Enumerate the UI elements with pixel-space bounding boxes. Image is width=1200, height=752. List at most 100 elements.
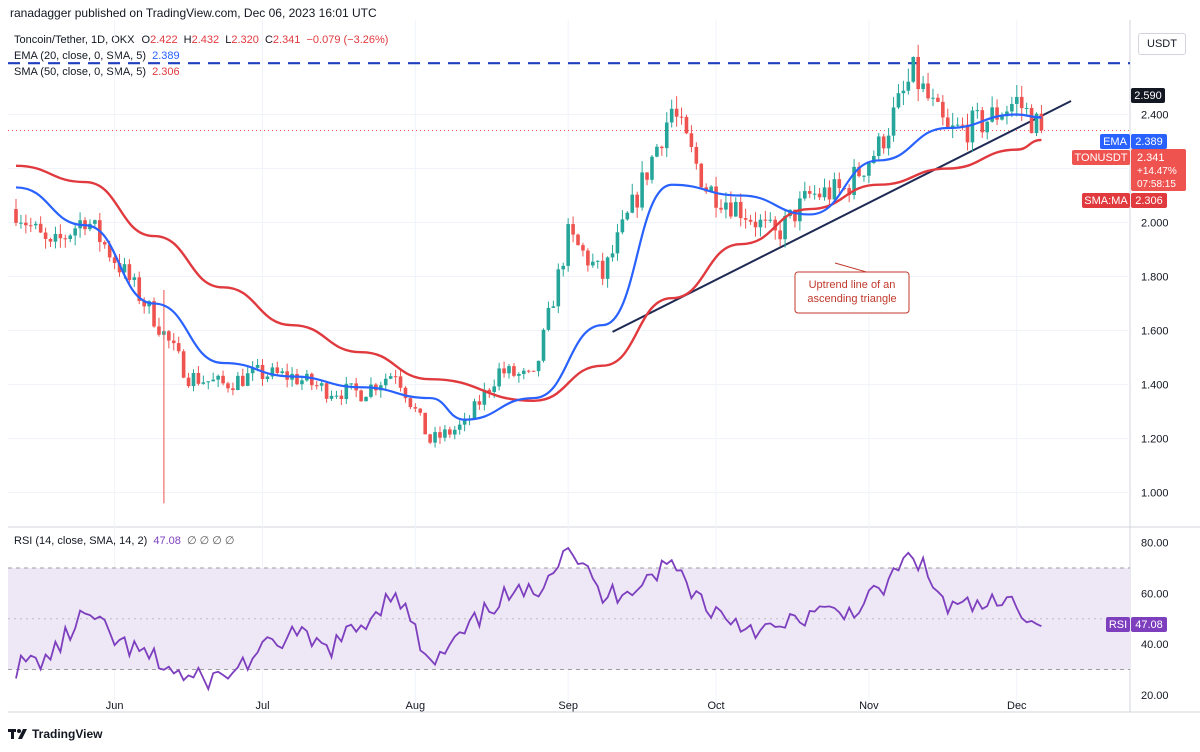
candle-body <box>408 398 413 408</box>
candle-body <box>655 146 659 157</box>
candle-body <box>275 367 280 373</box>
candle-body <box>546 307 551 330</box>
candle-body <box>832 179 837 200</box>
candle-body <box>872 156 876 164</box>
candle-body <box>995 107 999 120</box>
candle-body <box>674 108 679 117</box>
candle-body <box>443 429 447 438</box>
candle-body <box>620 219 625 233</box>
candle-body <box>822 187 827 198</box>
candle-body <box>418 408 423 413</box>
candle-body <box>398 376 403 388</box>
candle-body <box>778 230 782 240</box>
candle-body <box>689 133 694 147</box>
candle-body <box>191 372 196 387</box>
candle-body <box>571 224 575 235</box>
candle-body <box>334 395 339 397</box>
candle-body <box>975 110 980 112</box>
candle-body <box>423 412 427 435</box>
footer-brand[interactable]: TradingView <box>8 727 102 741</box>
candle-body <box>837 179 842 189</box>
candle-body <box>73 228 77 236</box>
badge-resistance: 2.590 <box>1131 88 1165 103</box>
candle-body <box>48 238 53 242</box>
candle-body <box>595 260 600 262</box>
candle-body <box>137 277 142 301</box>
candle-body <box>14 209 18 223</box>
candle-body <box>852 166 856 196</box>
badge-ema: EMA 2.389 <box>1100 134 1167 149</box>
price-tick-label: 1.600 <box>1141 326 1169 338</box>
candle-body <box>403 387 408 399</box>
price-tick-label: 1.800 <box>1141 272 1169 284</box>
candle-body <box>748 219 753 222</box>
candle-body <box>502 368 506 374</box>
candle-body <box>536 360 541 372</box>
currency-selector[interactable]: USDT <box>1138 33 1186 55</box>
publish-header: ranadagger published on TradingView.com,… <box>10 6 377 20</box>
candle-body <box>186 377 191 387</box>
candle-body <box>625 212 630 220</box>
high-value: 2.432 <box>191 34 220 46</box>
candle-body <box>615 232 620 254</box>
ema-legend-row: EMA (20, close, 0, SMA, 5) 2.389 <box>14 48 388 64</box>
candle-body <box>709 186 713 192</box>
time-tick-label: Jul <box>255 700 269 712</box>
candle-body <box>669 108 674 123</box>
candle-body <box>487 389 492 393</box>
candle-body <box>226 383 230 389</box>
price-tick-label: 2.400 <box>1141 110 1169 122</box>
low-label: L <box>225 34 232 46</box>
candle-body <box>743 218 748 220</box>
annotation-callout: Uptrend line of an ascending triangle <box>794 262 910 314</box>
candle-body <box>955 124 960 126</box>
svg-text:SMA:MA: SMA:MA <box>1084 195 1128 207</box>
candle-body <box>763 219 768 221</box>
candle-body <box>561 265 566 270</box>
candle-body <box>43 232 48 239</box>
candle-body <box>245 373 250 386</box>
candle-body <box>221 375 225 384</box>
candle-body <box>112 257 117 264</box>
rsi-legend-placeholders: ∅ ∅ ∅ ∅ <box>186 535 235 547</box>
candle-body <box>551 306 556 308</box>
close-label: C <box>264 34 273 46</box>
candle-body <box>679 116 684 118</box>
time-tick-label: Jun <box>106 700 124 712</box>
svg-text:2.389: 2.389 <box>1135 136 1163 148</box>
ohlc-row: Toncoin/Tether, 1D, OKX O2.422 H2.432 L2… <box>14 32 388 48</box>
candle-body <box>28 225 33 227</box>
candle-body <box>517 373 521 376</box>
candle-body <box>1029 107 1034 134</box>
candle-body <box>63 238 68 240</box>
svg-text:2.306: 2.306 <box>1135 195 1163 207</box>
candle-body <box>941 101 945 118</box>
candle-body <box>729 202 733 217</box>
low-value: 2.320 <box>231 34 259 46</box>
candle-body <box>58 233 63 239</box>
candle-body <box>497 368 501 387</box>
candle-body <box>324 383 329 399</box>
candle-body <box>990 107 994 122</box>
candle-body <box>196 372 201 384</box>
candle-body <box>142 300 146 307</box>
candle-body <box>936 97 940 102</box>
candle-body <box>970 110 975 143</box>
svg-text:RSI: RSI <box>1109 619 1127 631</box>
candle-body <box>1034 113 1039 134</box>
candle-body <box>645 172 649 180</box>
price-tick-label: 1.400 <box>1141 380 1169 392</box>
candle-body <box>102 242 107 245</box>
candle-body <box>901 90 906 94</box>
candle-body <box>152 301 156 327</box>
candle-body <box>733 201 738 217</box>
candle-body <box>438 432 442 438</box>
change-value: −0.079 (−3.26%) <box>306 34 389 46</box>
rsi-pane <box>8 546 1130 692</box>
candle-body <box>803 191 807 199</box>
candle-body <box>157 326 161 335</box>
badge-sma: SMA:MA 2.306 <box>1082 193 1167 208</box>
sma-legend-label: SMA (50, close, 0, SMA, 5) <box>14 66 147 78</box>
candle-body <box>926 83 930 99</box>
